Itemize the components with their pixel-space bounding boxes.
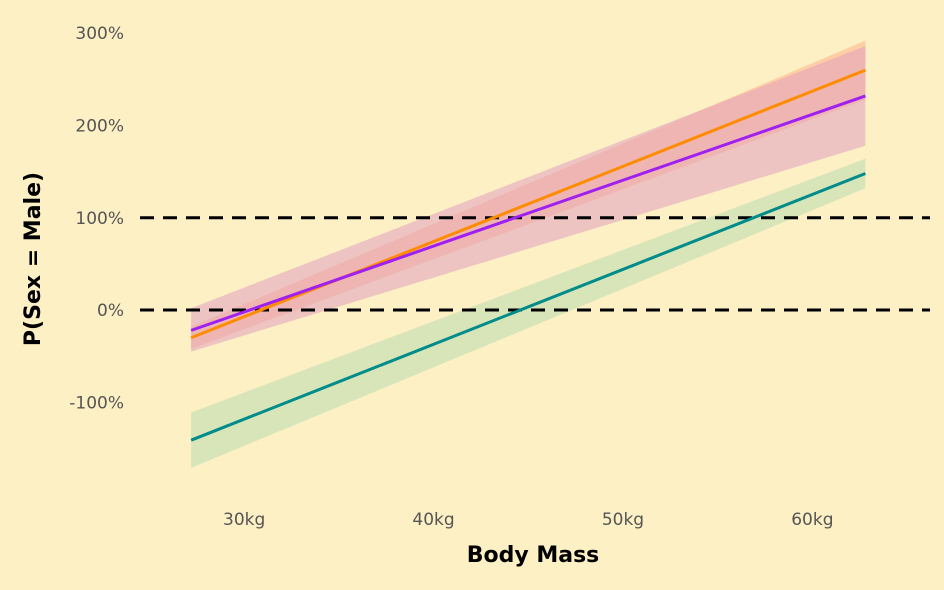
y-tick-label-1: 300% — [75, 24, 124, 44]
y-tick-label-3: 100% — [75, 209, 124, 229]
series-line-3 — [190, 172, 866, 442]
ci-band-2 — [191, 46, 866, 352]
y-axis-ticks: 300% 200% 100% 0% -100% — [69, 24, 124, 413]
x-tick-label-4: 60kg — [791, 510, 833, 530]
ci-band-3 — [191, 158, 866, 468]
series-line-2 — [190, 94, 866, 332]
x-axis-ticks: 30kg 40kg 50kg 60kg — [223, 510, 833, 530]
y-axis-title: P(Sex = Male) — [21, 172, 46, 346]
x-tick-label-2: 40kg — [412, 510, 454, 530]
series-line-1 — [190, 68, 866, 340]
y-tick-label-5: -100% — [69, 393, 124, 413]
x-tick-label-1: 30kg — [223, 510, 265, 530]
x-tick-label-3: 50kg — [602, 510, 644, 530]
reference-lines — [140, 216, 930, 312]
x-axis-title: Body Mass — [467, 543, 600, 568]
y-tick-label-4: 0% — [97, 301, 124, 321]
y-tick-label-2: 200% — [75, 117, 124, 137]
series-lines — [190, 68, 866, 442]
